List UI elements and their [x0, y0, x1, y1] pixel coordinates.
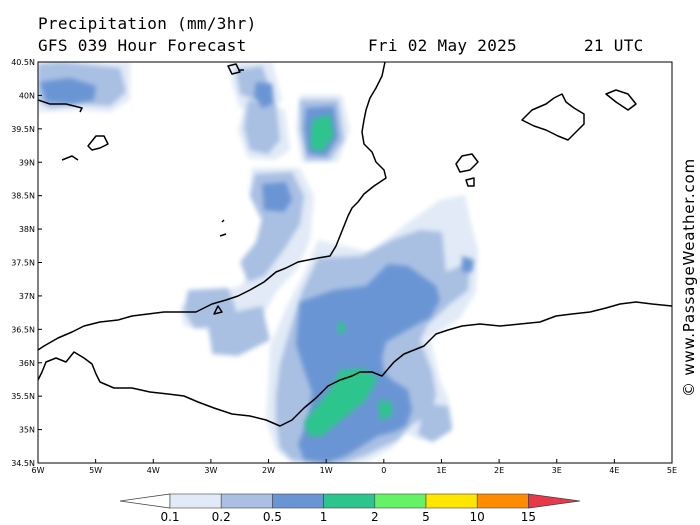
lon-label: 1E — [436, 466, 446, 475]
lon-label: 5W — [89, 466, 102, 475]
lon-label: 4E — [609, 466, 619, 475]
forecast-label: GFS 039 Hour Forecast — [38, 36, 247, 55]
legend-labels: 0.1 0.2 0.5 1 2 5 10 15 — [160, 510, 536, 524]
latitude-axis: 40.5N 40N 39.5N 39N 38.5N 38N 37.5N 37N 36.5N 36N… — [11, 58, 42, 468]
lon-label: 4W — [147, 466, 160, 475]
legend-swatch — [476, 493, 529, 509]
legend-label: 0.1 — [160, 510, 179, 524]
legend-max-triangle — [528, 493, 581, 509]
coastlines — [38, 62, 672, 427]
legend-label: 0.2 — [212, 510, 231, 524]
lon-label: 1W — [320, 466, 333, 475]
lat-label: 35N — [19, 426, 35, 435]
lon-label: 5E — [667, 466, 677, 475]
legend-label: 1 — [320, 510, 328, 524]
lat-label: 39.5N — [11, 125, 35, 134]
lon-label: 0 — [381, 466, 386, 475]
lat-label: 40.5N — [11, 58, 35, 67]
lat-label: 40N — [19, 91, 35, 100]
legend-min-triangle — [119, 493, 171, 509]
header-title: Precipitation (mm/3hr) — [38, 14, 257, 33]
lon-label: 3E — [552, 466, 562, 475]
lat-label: 38.5N — [11, 192, 35, 201]
precip-fields — [38, 62, 478, 463]
lon-label: 2W — [262, 466, 275, 475]
lat-label: 34.5N — [11, 459, 35, 468]
lat-label: 37N — [19, 292, 35, 301]
legend-swatch — [220, 493, 273, 509]
forecast-time: 21 UTC — [584, 36, 644, 55]
legend-swatch — [169, 493, 222, 509]
legend-label: 15 — [521, 510, 536, 524]
legend-label: 2 — [371, 510, 379, 524]
lon-label: 2E — [494, 466, 504, 475]
legend-swatch — [272, 493, 324, 509]
lat-label: 38N — [19, 225, 35, 234]
lat-label: 37.5N — [11, 259, 35, 268]
lon-label: 3W — [204, 466, 217, 475]
legend-label: 0.5 — [263, 510, 282, 524]
lat-label: 36.5N — [11, 325, 35, 334]
longitude-axis: 6W 5W 4W 3W 2W 1W 0 1E 2E 3E 4E 5E — [32, 459, 677, 475]
legend-label: 10 — [470, 510, 485, 524]
legend-swatch — [374, 493, 427, 509]
legend-colorbar — [119, 493, 581, 509]
legend-swatch — [425, 493, 478, 509]
lon-label: 6W — [32, 466, 45, 475]
legend-label: 5 — [422, 510, 430, 524]
lat-label: 36N — [19, 359, 35, 368]
forecast-date: Fri 02 May 2025 — [368, 36, 517, 55]
lat-label: 39N — [19, 158, 35, 167]
legend-swatch — [323, 493, 376, 509]
lat-label: 35.5N — [11, 392, 35, 401]
